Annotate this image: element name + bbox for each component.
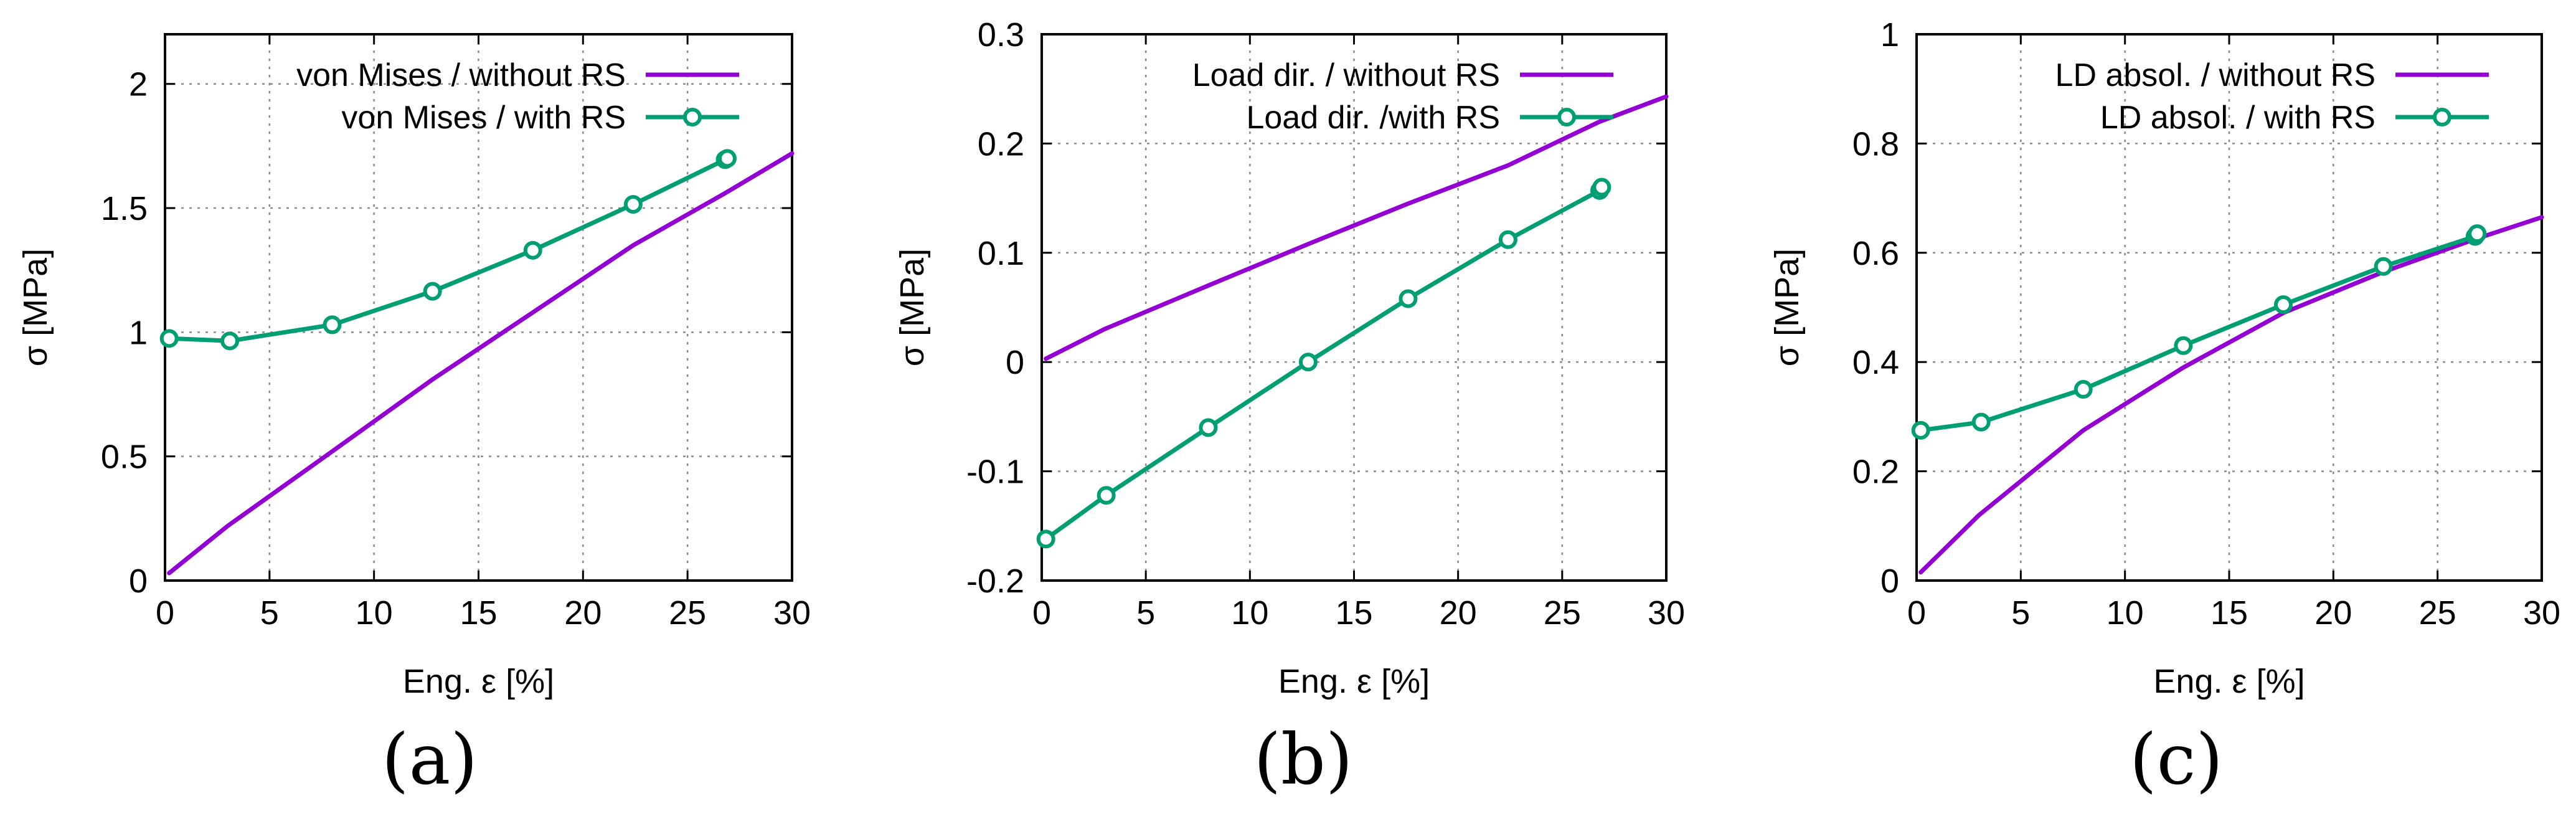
panel-caption: (c) — [2130, 719, 2223, 800]
grid — [1917, 34, 2542, 581]
legend-marker-1 — [2433, 108, 2451, 126]
series-line — [1918, 231, 2479, 433]
x-tick-label-0: 0 — [1032, 594, 1051, 632]
series-line — [1044, 185, 1604, 541]
data-point — [323, 315, 342, 334]
data-point — [717, 149, 737, 168]
data-point — [2468, 224, 2487, 244]
data-point — [1036, 529, 1055, 549]
legend-marker-1 — [683, 108, 702, 126]
x-tick-label-2: 10 — [1231, 594, 1268, 632]
series-with-rs — [1036, 178, 1611, 549]
series-without-rs — [167, 151, 795, 576]
y-tick-label-4: 2 — [129, 66, 148, 103]
data-point — [423, 282, 442, 301]
data-point — [623, 195, 643, 214]
y-tick-label-1: 0.2 — [1852, 453, 1899, 491]
x-tick-label-2: 10 — [356, 594, 393, 632]
x-tick-label-6: 30 — [773, 594, 811, 632]
legend-label-0: LD absol. / without RS — [2055, 57, 2375, 93]
y-axis-label: σ [MPa] — [17, 249, 54, 366]
x-axis-label: Eng. ε [%] — [403, 663, 554, 700]
x-tick-label-4: 20 — [1440, 594, 1477, 632]
y-tick-label-3: 0.6 — [1852, 235, 1899, 272]
series-line — [1044, 94, 1669, 361]
data-point — [523, 240, 542, 260]
series-with-rs — [159, 149, 737, 351]
y-tick-label-5: 0.3 — [978, 16, 1024, 54]
data-point — [1592, 178, 1611, 197]
legend-label-0: Load dir. / without RS — [1192, 57, 1500, 93]
y-tick-label-2: 1 — [129, 314, 148, 351]
x-tick-label-4: 20 — [2314, 594, 2352, 632]
x-tick-label-1: 5 — [260, 594, 279, 632]
series-line — [1918, 215, 2544, 575]
chart-panel-b: 0 5 10 15 20 25 30 -0.2 -0.1 0 0.1 0.2 0.3 Eng. ε [%]… — [894, 16, 1685, 800]
legend-label-1: von Mises / with RS — [341, 100, 626, 136]
data-point — [1298, 353, 1318, 372]
x-tick-label-3: 15 — [2210, 594, 2248, 632]
data-point — [1097, 486, 1116, 505]
data-point — [2374, 257, 2393, 276]
data-point — [2274, 295, 2293, 315]
grid — [165, 34, 792, 581]
y-tick-label-5: 1 — [1880, 16, 1899, 54]
x-tick-label-3: 15 — [1335, 594, 1372, 632]
x-tick-label-4: 20 — [564, 594, 602, 632]
y-tick-label-4: 0.2 — [978, 125, 1024, 163]
y-tick-label-3: 0.1 — [978, 235, 1024, 272]
x-tick-label-0: 0 — [1907, 594, 1926, 632]
data-point — [2174, 336, 2193, 355]
chart-panel-a: 0 5 10 15 20 25 30 0 0.5 1 1.5 2 Eng. ε [%] σ [MPa] vo… — [17, 33, 811, 800]
legend-label-0: von Mises / without RS — [296, 57, 626, 93]
chart-panel-c: 0 5 10 15 20 25 30 0 0.2 0.4 0.6 0.8 1 Eng. ε [%] σ [M… — [1768, 16, 2560, 800]
x-tick-label-5: 25 — [2419, 594, 2456, 632]
data-point — [1399, 289, 1418, 308]
data-point — [1498, 230, 1517, 249]
series-without-rs — [1044, 94, 1669, 361]
x-tick-label-1: 5 — [2011, 594, 2030, 632]
data-point — [1971, 412, 1991, 432]
panel-caption: (b) — [1253, 719, 1352, 800]
y-tick-label-4: 0.8 — [1852, 125, 1899, 163]
y-tick-label-0: -0.2 — [966, 562, 1024, 600]
y-tick-label-3: 1.5 — [101, 190, 148, 227]
x-tick-label-6: 30 — [2523, 594, 2560, 632]
data-point — [159, 329, 179, 348]
series-line — [167, 151, 795, 576]
y-axis-label: σ [MPa] — [894, 249, 931, 366]
y-tick-label-0: 0 — [129, 562, 148, 600]
panel-caption: (a) — [382, 719, 478, 800]
y-tick-label-2: 0 — [1006, 344, 1024, 381]
y-tick-label-0: 0 — [1880, 562, 1899, 600]
data-point — [1911, 420, 1930, 440]
x-axis-label: Eng. ε [%] — [1278, 663, 1430, 700]
x-tick-label-6: 30 — [1648, 594, 1685, 632]
y-tick-label-2: 0.4 — [1852, 344, 1899, 381]
x-tick-label-1: 5 — [1136, 594, 1155, 632]
data-point — [220, 331, 240, 351]
legend-label-1: LD absol. / with RS — [2100, 100, 2375, 136]
data-point — [1199, 418, 1218, 437]
x-tick-label-3: 15 — [460, 594, 497, 632]
data-point — [2074, 380, 2093, 399]
legend-label-1: Load dir. /with RS — [1246, 100, 1500, 136]
y-axis-label: σ [MPa] — [1768, 249, 1806, 366]
x-tick-label-5: 25 — [669, 594, 706, 632]
x-tick-label-2: 10 — [2107, 594, 2144, 632]
series-line — [167, 156, 730, 343]
series-without-rs — [1918, 215, 2544, 575]
y-tick-label-1: 0.5 — [101, 439, 148, 476]
y-tick-label-1: -0.1 — [966, 453, 1024, 491]
series-with-rs — [1911, 224, 2487, 440]
legend-marker-1 — [1557, 108, 1576, 126]
x-tick-label-0: 0 — [156, 594, 174, 632]
x-tick-label-5: 25 — [1544, 594, 1581, 632]
x-axis-label: Eng. ε [%] — [2153, 663, 2305, 700]
